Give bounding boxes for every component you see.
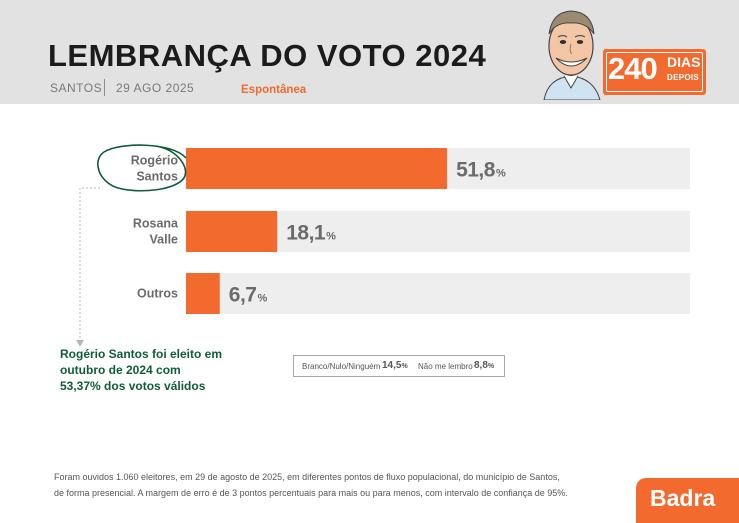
- highlight-note-line: 53,37% dos votos válidos: [60, 379, 206, 393]
- other-answer-value: 14,5%: [382, 360, 408, 371]
- category-label: Santos: [136, 170, 178, 184]
- highlight-note-line: outubro de 2024 com: [60, 363, 181, 377]
- header-band: LEMBRANÇA DO VOTO 2024 SANTOS 29 AGO 202…: [0, 0, 739, 104]
- footnote-line: de forma presencial. A margem de erro é …: [54, 488, 568, 498]
- category-label: Valle: [150, 233, 179, 247]
- other-answer-value: 8,8%: [474, 360, 495, 371]
- leader-line: [79, 187, 100, 343]
- highlight-note-line: Rogério Santos foi eleito em: [60, 347, 222, 361]
- value-label: 51,8%: [456, 159, 506, 182]
- city-label: SANTOS: [50, 81, 103, 95]
- page-title: LEMBRANÇA DO VOTO 2024: [48, 38, 487, 73]
- badge-number: 240: [608, 51, 658, 86]
- days-after-badge: 240 DIAS DEPOIS: [603, 49, 706, 95]
- meta-divider: [104, 79, 105, 96]
- badge-frame: [606, 52, 703, 92]
- category-label: Outros: [137, 287, 178, 301]
- badge-word-depois: DEPOIS: [667, 73, 700, 82]
- bar: [186, 273, 220, 314]
- leader-arrow-icon: [76, 340, 84, 347]
- bar-track: [186, 273, 690, 314]
- category-label: Rosana: [133, 217, 179, 231]
- methodology-footnote: Foram ouvidos 1.060 eleitores, em 29 de …: [54, 469, 614, 501]
- highlight-circle: [97, 144, 187, 192]
- other-answer-label: Não me lembro: [418, 362, 473, 371]
- bar: [186, 148, 448, 189]
- logo-text: Badra: [650, 485, 716, 511]
- value-label: 18,1%: [286, 222, 336, 245]
- date-label: 29 AGO 2025: [116, 81, 195, 95]
- category-label: Rogério: [131, 154, 179, 168]
- badra-logo: Badra: [636, 478, 739, 523]
- other-answer-label: Branco/Nulo/Ninguém: [302, 362, 381, 371]
- other-answers-box: Branco/Nulo/Ninguém 14,5% Não me lembro …: [293, 355, 505, 377]
- bar: [186, 211, 278, 252]
- badge-word-dias: DIAS: [667, 54, 701, 70]
- candidate-caricature-image: [543, 10, 601, 100]
- survey-type-label: Espontânea: [241, 84, 307, 96]
- footnote-line: Foram ouvidos 1.060 eleitores, em 29 de …: [54, 472, 560, 482]
